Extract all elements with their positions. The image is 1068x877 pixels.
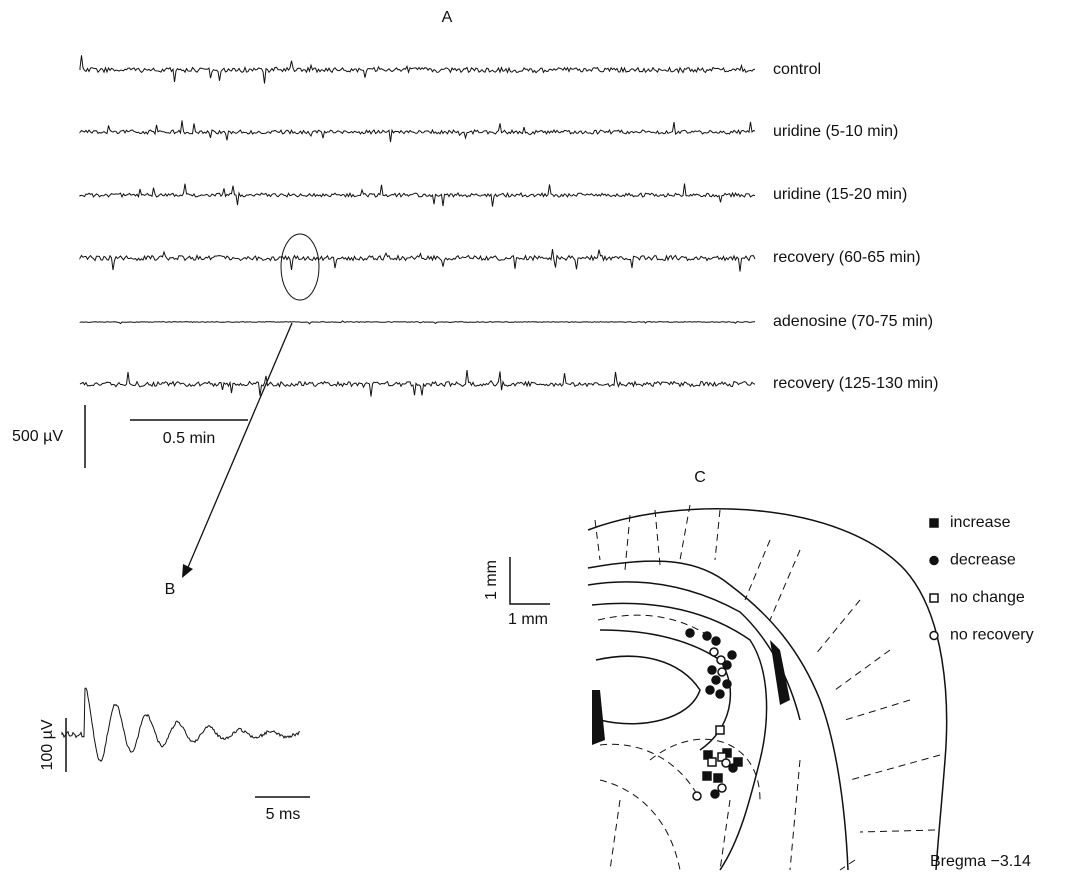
marker: [930, 557, 938, 565]
legend-label: increase: [950, 514, 1011, 531]
traces: control uridine (5-10 min) uridine (15-20 …: [80, 55, 938, 396]
highlight: [281, 234, 319, 300]
trace-label: recovery (125-130 min): [773, 375, 938, 392]
trace: [80, 120, 755, 142]
legend-label: decrease: [950, 552, 1016, 569]
marker: [714, 774, 722, 782]
marker: [703, 772, 711, 780]
marker: [711, 790, 719, 798]
scale-bar: [510, 557, 550, 604]
marker: [718, 668, 726, 676]
marker: [930, 519, 938, 527]
marker: [706, 686, 714, 694]
marker: [716, 690, 724, 698]
figure: A control uridine (5-10 min) uridine (15-2…: [0, 0, 1068, 877]
trace: [80, 321, 755, 324]
trace-label: control: [773, 61, 821, 78]
legend-label: no change: [950, 589, 1025, 606]
panel-label: B: [165, 581, 176, 598]
marker: [703, 632, 711, 640]
marker: [722, 759, 730, 767]
scale-label: 500 µV: [12, 428, 63, 445]
marker: [930, 632, 938, 640]
trace: [80, 370, 755, 396]
scale-label: 100 µV: [39, 719, 56, 770]
marker: [686, 629, 694, 637]
scale-label: 1 mm: [508, 611, 548, 628]
scale-label: 1 mm: [483, 560, 500, 600]
trace-label: uridine (5-10 min): [773, 123, 898, 140]
trace: [80, 55, 755, 83]
scale-label: 0.5 min: [163, 430, 215, 447]
marker: [712, 637, 720, 645]
marker: [728, 651, 736, 659]
trace-label: adenosine (70-75 min): [773, 313, 933, 330]
legend: increase decrease no change no recovery: [930, 514, 1034, 644]
legend-label: no recovery: [950, 627, 1034, 644]
trace-label: uridine (15-20 min): [773, 186, 907, 203]
scale-label: 5 ms: [266, 806, 301, 823]
recording-sites: [686, 629, 742, 800]
trace: [80, 249, 755, 272]
marker: [693, 792, 701, 800]
marker: [708, 758, 716, 766]
brain-section: [588, 505, 947, 870]
marker: [723, 680, 731, 688]
arrowhead: [182, 564, 193, 578]
waveform: [62, 688, 300, 761]
marker: [712, 676, 720, 684]
marker: [710, 648, 718, 656]
marker: [718, 784, 726, 792]
marker: [708, 666, 716, 674]
marker: [716, 726, 724, 734]
panel-label: A: [442, 9, 453, 26]
marker: [717, 656, 725, 664]
trace-label: recovery (60-65 min): [773, 249, 921, 266]
marker: [930, 594, 938, 602]
trace: [80, 184, 755, 207]
caption: Bregma −3.14: [930, 853, 1031, 870]
arrow: [186, 323, 292, 572]
panel-label: C: [694, 469, 706, 486]
